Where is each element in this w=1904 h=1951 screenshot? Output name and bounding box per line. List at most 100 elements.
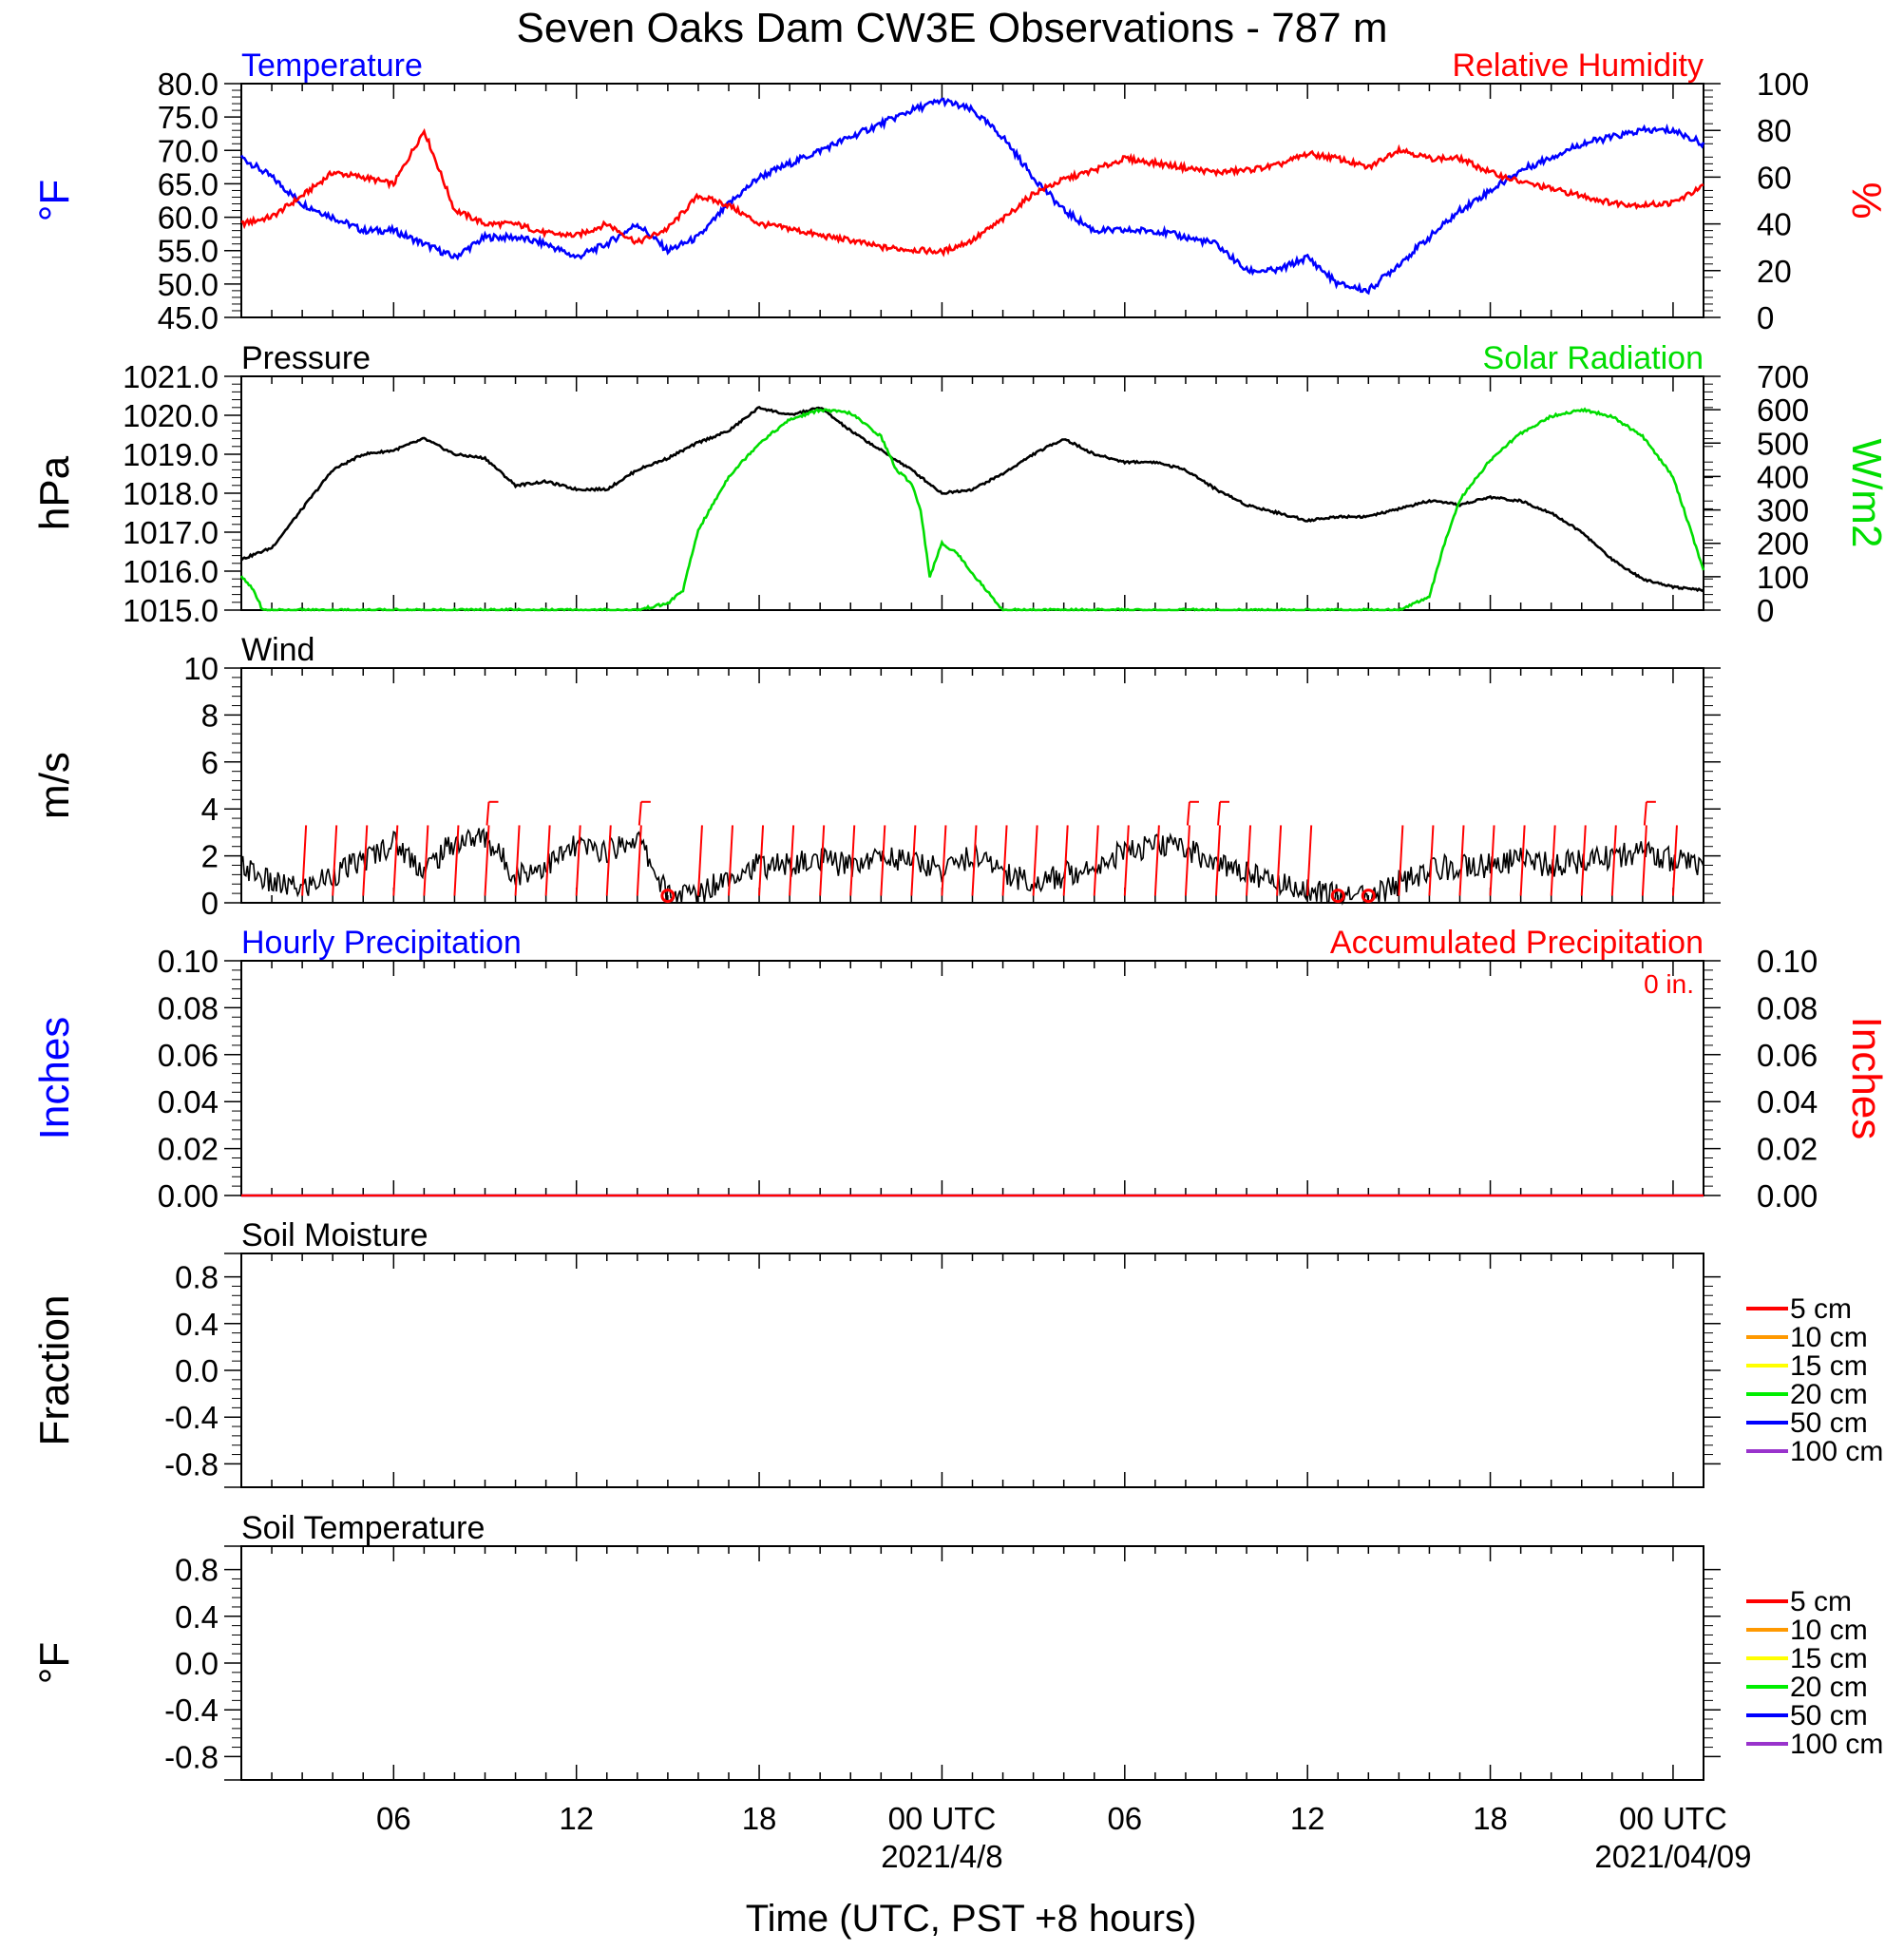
y-axis-label: °F [31,1642,78,1684]
y-axis-label: Fraction [31,1295,78,1446]
y-tick-label: 70.0 [158,133,219,168]
wind-barb [1062,825,1069,896]
wind-barb [301,825,308,896]
panel-title-right: Solar Radiation [1483,340,1704,376]
wind-barb [758,825,765,896]
panel-title-left: Temperature [241,48,423,84]
series-line [239,97,1705,296]
y-right-tick-label: 700 [1757,359,1809,394]
y-axis-label: m/s [31,752,78,819]
legend-label: 15 cm [1790,1350,1868,1382]
y-axis-label: Inches [31,1017,78,1140]
y-tick-label: 1017.0 [123,515,219,550]
wind-barb [514,825,521,896]
wind-barb [1610,825,1617,896]
wind-barb [1123,825,1130,896]
wind-barb [971,825,978,896]
y-tick-label: 0.8 [175,1260,219,1295]
wind-barb [789,825,795,896]
wind-barb [1428,825,1435,896]
calm-wind-circle [1361,889,1376,904]
legend-label: 10 cm [1790,1322,1868,1353]
y-tick-label: 1015.0 [123,593,219,628]
wind-barb [1246,825,1252,896]
plot-frame [240,1253,1704,1488]
y-right-tick-label: 0.06 [1757,1038,1818,1073]
panel-title-left: Wind [241,632,314,668]
y-tick-label: 65.0 [158,166,219,201]
panel-title-left: Pressure [241,340,371,376]
legend-label: 50 cm [1790,1700,1868,1731]
series-line [240,127,1704,258]
panel-title-right: Accumulated Precipitation [1330,925,1704,961]
x-tick-label: 06 [1107,1801,1142,1836]
wind-barb [696,825,703,896]
wind-barb [941,825,947,896]
legend-label: 5 cm [1790,1293,1852,1325]
y-tick-label: 0.00 [158,1178,219,1214]
y-tick-label: 80.0 [158,67,219,102]
y-tick-label: 0.06 [158,1038,219,1073]
wind-barb [1398,825,1404,896]
panel-title-left: Hourly Precipitation [241,925,522,961]
y-tick-label: 0.0 [175,1353,219,1388]
y-tick-label: 6 [201,745,219,780]
calm-wind-circle [1330,889,1345,904]
wind-barb [1519,825,1526,896]
x-date-label: 2021/04/09 [1594,1839,1751,1874]
wind-barb [819,825,826,896]
legend-label: 10 cm [1790,1615,1868,1646]
y-tick-label: 4 [201,792,219,827]
wind-barb [1306,825,1313,896]
y-tick-label: 45.0 [158,300,219,335]
y-axis-label-right: Inches [1843,1017,1890,1140]
y-right-tick-label: 0.04 [1757,1084,1818,1119]
wind-barb [1215,825,1221,896]
x-tick-label: 12 [1290,1801,1325,1836]
y-tick-label: -0.8 [164,1739,219,1774]
y-right-tick-label: 600 [1757,392,1809,428]
y-right-tick-label: 300 [1757,493,1809,528]
legend-label: 100 cm [1790,1729,1883,1760]
y-right-tick-label: 0 [1757,593,1774,628]
y-right-tick-label: 200 [1757,526,1809,562]
y-tick-label: -0.4 [164,1400,219,1435]
wind-barb-shaft [1643,801,1647,826]
plot-frame [240,960,1704,1196]
y-tick-label: 1016.0 [123,554,219,589]
panel-6: -0.8 -0.4 0.0 0.4 0.8 Soil Temperature °F [31,1510,1721,1781]
y-tick-label: -0.8 [164,1446,219,1482]
x-axis-label: Time (UTC, PST +8 hours) [746,1898,1197,1940]
wind-barb-shaft [1186,801,1190,826]
y-tick-label: 8 [201,698,219,733]
wind-barb [575,825,581,896]
wind-barb [1276,825,1283,896]
y-tick-label: 55.0 [158,234,219,269]
wind-barb [453,825,460,896]
x-date-label: 2021/4/8 [881,1839,1002,1874]
plot-frame [240,1545,1704,1781]
y-right-tick-label: 0.02 [1757,1132,1818,1167]
y-axis-label: °F [31,180,78,221]
wind-barb [1671,825,1678,896]
y-tick-label: 1020.0 [123,398,219,433]
y-axis-label-right: W/m2 [1843,439,1890,548]
wind-barb [1001,825,1008,896]
x-tick-label: 12 [559,1801,594,1836]
x-tick-label: 00 UTC [888,1801,997,1836]
legend-label: 20 cm [1790,1379,1868,1410]
y-right-tick-label: 0.00 [1757,1178,1818,1214]
y-axis-label-right: % [1843,182,1890,219]
y-right-tick-label: 60 [1757,160,1792,195]
panel-1: 45.050.055.060.065.070.075.080.0 0 20 40 60 8… [31,48,1890,335]
wind-barb-shaft [1217,801,1221,826]
wind-barb [484,825,490,896]
panels-group: 45.050.055.060.065.070.075.080.002040608… [31,48,1890,1874]
wind-barb [544,825,551,896]
y-tick-label: 10 [183,651,219,686]
legend-label: 5 cm [1790,1586,1852,1617]
y-right-tick-label: 100 [1757,560,1809,595]
accumulated-value-label: 0 in. [1644,969,1694,999]
y-right-tick-label: 80 [1757,113,1792,148]
